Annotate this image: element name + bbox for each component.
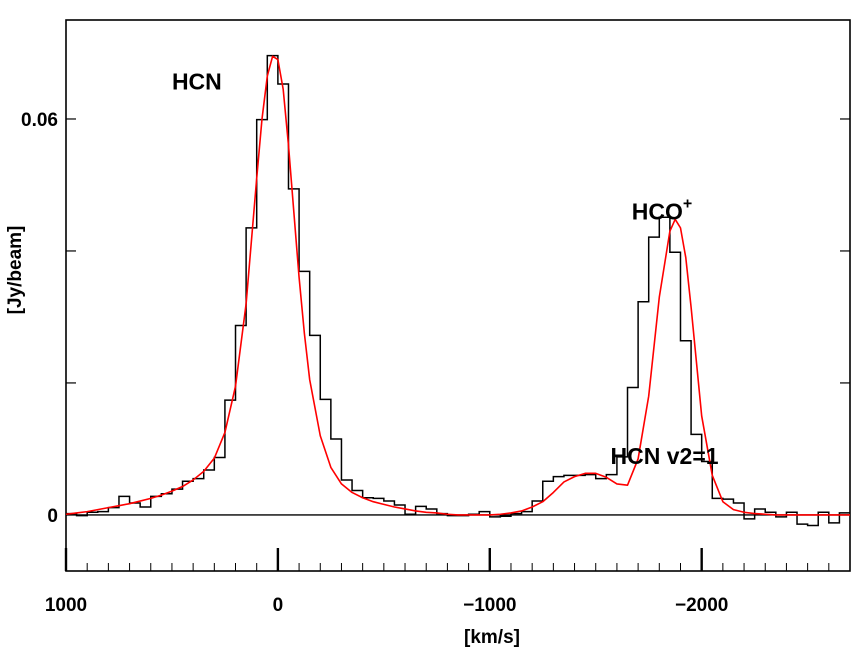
y-tick-label: 0 [47,506,58,527]
plot-frame [65,19,851,572]
series-layer [65,54,850,527]
histogram-series [66,54,850,527]
x-tick-label: −1000 [463,595,516,616]
x-axis-ticks: 1000 0 −1000 −2000 [45,548,830,616]
x-tick-label: 1000 [45,595,87,616]
line-annotation: HCO+ [632,195,692,224]
line-annotation: HCN [172,68,222,94]
annotation-superscript: + [683,195,692,212]
annotations: HCN HCN v2=1 HCO+ [172,68,719,469]
x-tick-label: 0 [273,595,284,616]
y-tick-label: 0.06 [21,110,58,131]
line-annotation: HCN v2=1 [611,443,719,469]
y-axis-ticks: 00.06 [21,110,850,527]
y-axis-title: [Jy/beam] [5,226,26,315]
x-tick-label: −2000 [675,595,728,616]
x-axis-title: [km/s] [464,627,520,648]
fit-curve-series [65,55,850,516]
